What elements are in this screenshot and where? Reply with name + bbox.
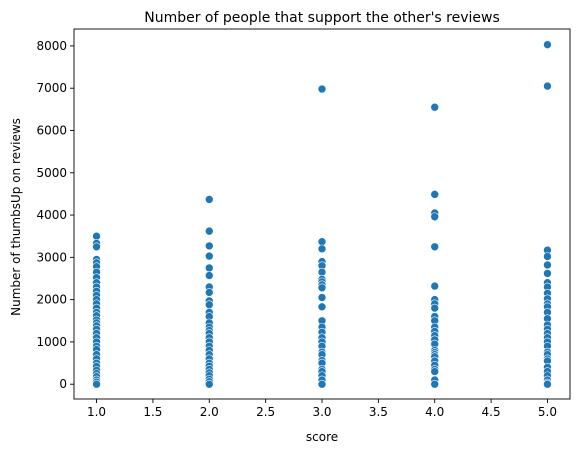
x-tick-label: 1.5 [143,405,162,419]
x-tick-label: 3.0 [312,405,331,419]
data-point [430,367,440,376]
data-point [543,269,552,278]
data-point [204,288,214,297]
data-point [317,302,327,312]
x-tick-label: 4.0 [425,405,444,419]
y-axis-label: Number of thumbsUp on reviews [9,118,23,316]
data-point [543,81,552,91]
x-tick-label: 2.0 [200,405,219,419]
y-tick-label: 8000 [36,39,67,53]
data-point [204,241,214,251]
data-point [204,251,214,261]
data-point [204,195,214,204]
x-tick-label: 1.0 [87,405,106,419]
data-point [543,40,552,49]
data-point [92,231,101,241]
data-point [317,283,327,293]
data-point [543,379,552,389]
data-point [430,242,440,252]
x-axis-label: score [306,430,338,444]
data-point [204,300,214,310]
y-tick-label: 7000 [36,81,67,95]
x-tick-label: 3.5 [369,405,388,419]
data-point [543,252,552,261]
data-point [430,190,440,199]
data-point [204,271,214,280]
data-point [317,267,327,277]
chart-title: Number of people that support the other'… [144,10,500,26]
x-tick-label: 2.5 [256,405,275,419]
x-tick-label: 5.0 [538,405,557,419]
plot-area: 1.0 1.5 2.0 2.5 3.0 3.5 4.0 4.5 5.0 0 1000 2000 3000… [36,28,571,419]
data-point [92,242,101,252]
data-point [430,379,440,389]
data-point [204,379,214,389]
data-point [204,263,214,273]
x-tick-label: 4.5 [482,405,501,419]
data-point [430,281,440,291]
data-point [317,244,327,254]
data-point [430,303,440,313]
data-point [430,212,440,222]
data-point [317,84,327,94]
data-point [430,102,440,112]
y-tick-label: 5000 [36,166,67,180]
data-point [317,293,327,302]
data-point [317,379,327,389]
data-point [543,260,552,270]
y-tick-label: 4000 [36,208,67,222]
y-tick-label: 1000 [36,335,67,349]
data-point [92,379,101,389]
y-tick-label: 6000 [36,123,67,137]
data-point [317,237,327,246]
y-tick-label: 0 [59,377,67,391]
y-tick-label: 2000 [36,293,67,307]
y-tick-label: 3000 [36,250,67,264]
data-point [204,226,214,236]
